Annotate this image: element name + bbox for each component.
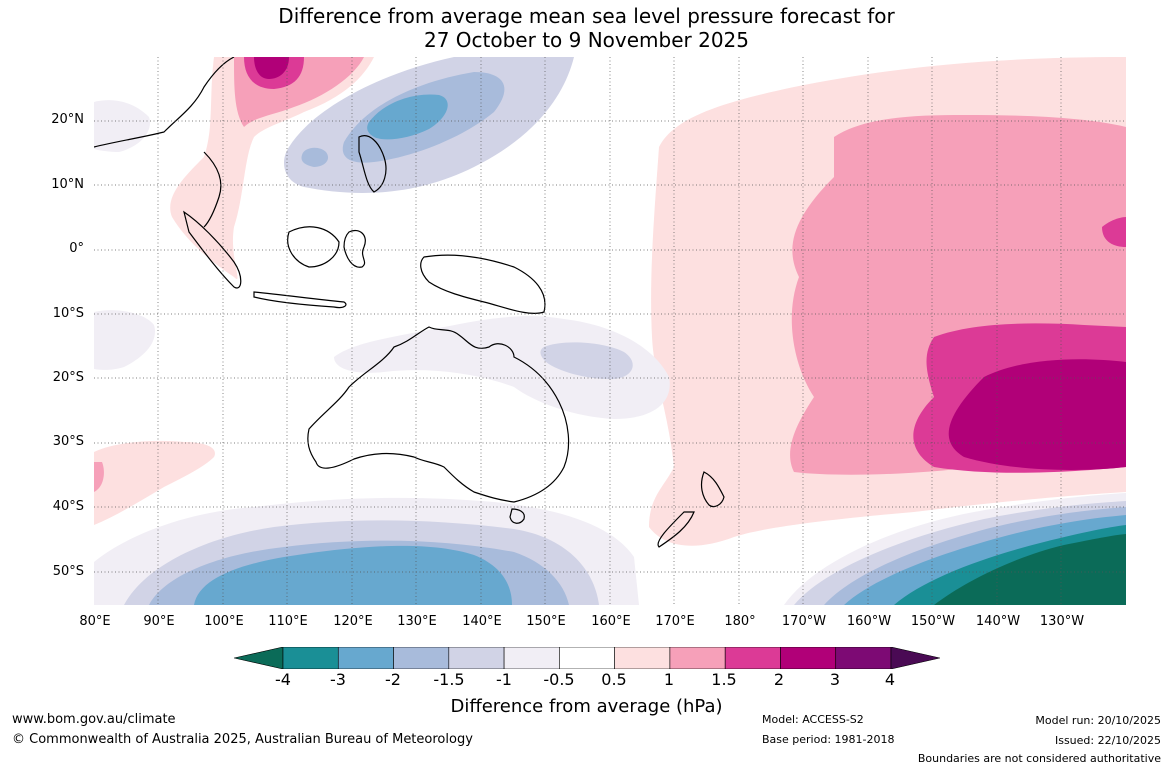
lon-label: 130°E [397,614,437,629]
lon-label: 80°E [79,614,111,629]
issued-text: Issued: 22/10/2025 [1054,734,1161,747]
borneo-coastline [287,226,340,268]
sumatra-coastline [183,210,242,289]
colorbar-tick-label: -1 [496,670,512,689]
negative-anomaly-philippine-sea [284,57,574,193]
lon-label: 180° [724,614,756,629]
copyright-text: © Commonwealth of Australia 2025, Austra… [12,732,473,747]
lat-label: 10°S [52,306,84,321]
colorbar-segment [282,647,339,669]
model-run-text: Model run: 20/10/2025 [1035,714,1161,727]
colorbar-segment [559,647,615,669]
lon-label: 140°W [975,614,1021,629]
map-title: Difference from average mean sea level p… [0,4,1173,52]
colorbar-tick-label: -3 [330,670,346,689]
colorbar-segment [393,647,450,669]
lat-label: 20°S [52,370,84,385]
title-line-1: Difference from average mean sea level p… [278,4,895,28]
lon-label: 130°W [1039,614,1085,629]
lon-label: 110°E [268,614,308,629]
colorbar-tick-label: -4 [275,670,291,689]
graticule [94,57,1126,605]
colorbar-tick-label: -1.5 [433,670,465,689]
mainland-asia-coastline [94,57,235,148]
positive-anomaly-pacific [649,57,1126,546]
lon-label: 120°E [333,614,373,629]
colorbar-tick-label: -0.5 [543,670,575,689]
colorbar-segment [835,647,892,669]
lat-label: 50°S [52,564,84,579]
colorbar-segment [780,647,837,669]
negative-anomaly-south-east [784,493,1126,605]
colorbar-extend-low [234,647,284,669]
colorbar-tick-label: 1.5 [711,670,737,689]
bom-url-link[interactable]: www.bom.gov.au/climate [12,712,176,727]
lon-label: 140°E [462,614,502,629]
lon-label: 170°E [655,614,695,629]
negative-anomaly-south-west [94,497,639,605]
lon-label: 150°W [910,614,956,629]
colorbar-segment [503,647,560,669]
positive-anomaly-indian-ocean [94,440,215,525]
colorbar-segment [614,647,671,669]
new-guinea-coastline [420,254,546,314]
colorbar-tick-label: 4 [884,670,896,689]
positive-anomaly-asia [170,57,374,279]
lon-label: 170°W [781,614,827,629]
colorbar-segment [724,647,781,669]
lat-label: 30°S [52,434,84,449]
colorbar-segment [337,647,394,669]
lon-label: 160°E [591,614,631,629]
new-zealand-coastline [657,471,725,548]
lon-label: 160°W [846,614,892,629]
java-coastline [253,291,347,309]
lat-label: 20°N [51,112,84,127]
lat-label: 0° [69,241,84,256]
disclaimer-text: Boundaries are not considered authoritat… [917,752,1161,765]
lat-label: 40°S [52,499,84,514]
malay-peninsula-coastline [203,151,222,228]
lon-label: 90°E [143,614,175,629]
colorbar [234,647,940,669]
coastlines [94,57,725,548]
colorbar-segment [669,647,726,669]
sulawesi-coastline [343,229,366,268]
lon-label: 150°E [526,614,566,629]
colorbar-tick-label: 1 [663,670,675,689]
model-text: Model: ACCESS-S2 [762,713,864,726]
lat-label: 10°N [51,177,84,192]
colorbar-title: Difference from average (hPa) [450,696,723,717]
colorbar-tick-label: 2 [773,670,785,689]
colorbar-segment [448,647,505,669]
tasmania-coastline [509,508,525,524]
colorbar-tick-label: 3 [829,670,841,689]
colorbar-tick-label: -2 [385,670,401,689]
australia-coastline [307,326,570,503]
lon-label: 100°E [204,614,244,629]
colorbar-tick-label: 0.5 [601,670,627,689]
title-line-2: 27 October to 9 November 2025 [423,28,750,52]
pressure-anomaly-map [94,57,1126,605]
colorbar-extend-high [890,647,940,669]
base-period-text: Base period: 1981-2018 [762,733,895,746]
philippines-coastline [358,135,387,193]
